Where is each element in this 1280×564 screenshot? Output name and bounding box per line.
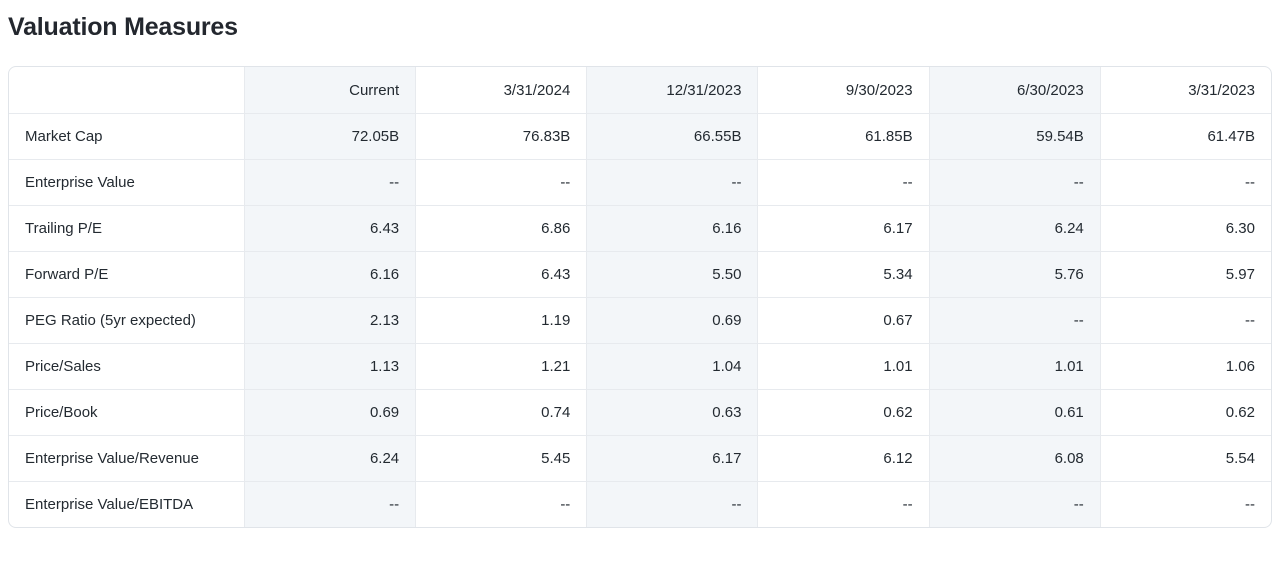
cell-value: 6.43 [415, 251, 587, 297]
cell-value: -- [244, 159, 416, 205]
cell-value: -- [586, 481, 758, 527]
cell-value: 6.16 [586, 205, 758, 251]
cell-value: 6.24 [928, 205, 1100, 251]
row-label: Trailing P/E [9, 205, 244, 251]
row-label: Enterprise Value/EBITDA [9, 481, 244, 527]
row-label: Price/Book [9, 389, 244, 435]
header-cell-date-1: 3/31/2024 [415, 67, 586, 113]
cell-value: 0.62 [757, 389, 929, 435]
cell-value: 1.06 [1099, 343, 1271, 389]
header-cell-empty [9, 67, 244, 113]
cell-value: 0.61 [928, 389, 1100, 435]
cell-value: 59.54B [928, 113, 1100, 159]
cell-value: 0.69 [244, 389, 416, 435]
row-label: Forward P/E [9, 251, 244, 297]
cell-value: 6.30 [1099, 205, 1271, 251]
cell-value: 5.54 [1099, 435, 1271, 481]
cell-value: 5.45 [415, 435, 587, 481]
cell-value: -- [1099, 297, 1271, 343]
cell-value: 1.19 [415, 297, 587, 343]
cell-value: 61.47B [1099, 113, 1271, 159]
cell-value: -- [1099, 159, 1271, 205]
cell-value: 0.62 [1099, 389, 1271, 435]
cell-value: 1.04 [586, 343, 758, 389]
table-row: Price/Book 0.69 0.74 0.63 0.62 0.61 0.62 [9, 389, 1271, 435]
page-title: Valuation Measures [8, 13, 238, 41]
cell-value: 0.74 [415, 389, 587, 435]
cell-value: 1.01 [928, 343, 1100, 389]
table-row: Enterprise Value -- -- -- -- -- -- [9, 159, 1271, 205]
valuation-table: Current 3/31/2024 12/31/2023 9/30/2023 6… [9, 67, 1271, 527]
cell-value: 61.85B [757, 113, 929, 159]
cell-value: 6.08 [928, 435, 1100, 481]
table-row: PEG Ratio (5yr expected) 2.13 1.19 0.69 0.67… [9, 297, 1271, 343]
table-row: Forward P/E 6.16 6.43 5.50 5.34 5.76 5.97 [9, 251, 1271, 297]
cell-value: 1.13 [244, 343, 416, 389]
cell-value: 5.97 [1099, 251, 1271, 297]
cell-value: 5.50 [586, 251, 758, 297]
cell-value: 5.76 [928, 251, 1100, 297]
cell-value: 0.63 [586, 389, 758, 435]
cell-value: 6.43 [244, 205, 416, 251]
cell-value: -- [415, 481, 587, 527]
cell-value: 0.69 [586, 297, 758, 343]
cell-value: -- [757, 481, 929, 527]
cell-value: -- [757, 159, 929, 205]
table-row: Price/Sales 1.13 1.21 1.04 1.01 1.01 1.06 [9, 343, 1271, 389]
cell-value: 1.01 [757, 343, 929, 389]
row-label: Price/Sales [9, 343, 244, 389]
cell-value: -- [415, 159, 587, 205]
row-label: Enterprise Value [9, 159, 244, 205]
cell-value: 0.67 [757, 297, 929, 343]
cell-value: 6.16 [244, 251, 416, 297]
valuation-table-container: Current 3/31/2024 12/31/2023 9/30/2023 6… [8, 66, 1272, 528]
cell-value: 66.55B [586, 113, 758, 159]
cell-value: 6.24 [244, 435, 416, 481]
table-header-row: Current 3/31/2024 12/31/2023 9/30/2023 6… [9, 67, 1271, 113]
header-cell-date-3: 9/30/2023 [757, 67, 928, 113]
row-label: PEG Ratio (5yr expected) [9, 297, 244, 343]
table-row: Market Cap 72.05B 76.83B 66.55B 61.85B 59.54B… [9, 113, 1271, 159]
table-row: Enterprise Value/Revenue 6.24 5.45 6.17 6.12… [9, 435, 1271, 481]
header-cell-current: Current [244, 67, 416, 113]
cell-value: -- [586, 159, 758, 205]
cell-value: 6.86 [415, 205, 587, 251]
header-cell-date-2: 12/31/2023 [586, 67, 758, 113]
cell-value: 76.83B [415, 113, 587, 159]
cell-value: -- [928, 481, 1100, 527]
table-row: Trailing P/E 6.43 6.86 6.16 6.17 6.24 6.30 [9, 205, 1271, 251]
cell-value: 6.12 [757, 435, 929, 481]
cell-value: 2.13 [244, 297, 416, 343]
cell-value: -- [1099, 481, 1271, 527]
cell-value: -- [244, 481, 416, 527]
cell-value: 6.17 [757, 205, 929, 251]
table-row: Enterprise Value/EBITDA -- -- -- -- -- -- [9, 481, 1271, 527]
cell-value: 5.34 [757, 251, 929, 297]
cell-value: -- [928, 297, 1100, 343]
cell-value: 6.17 [586, 435, 758, 481]
row-label: Market Cap [9, 113, 244, 159]
cell-value: -- [928, 159, 1100, 205]
cell-value: 1.21 [415, 343, 587, 389]
cell-value: 72.05B [244, 113, 416, 159]
table-body: Market Cap 72.05B 76.83B 66.55B 61.85B 59.54B… [9, 113, 1271, 527]
header-cell-date-5: 3/31/2023 [1099, 67, 1271, 113]
header-cell-date-4: 6/30/2023 [928, 67, 1100, 113]
row-label: Enterprise Value/Revenue [9, 435, 244, 481]
